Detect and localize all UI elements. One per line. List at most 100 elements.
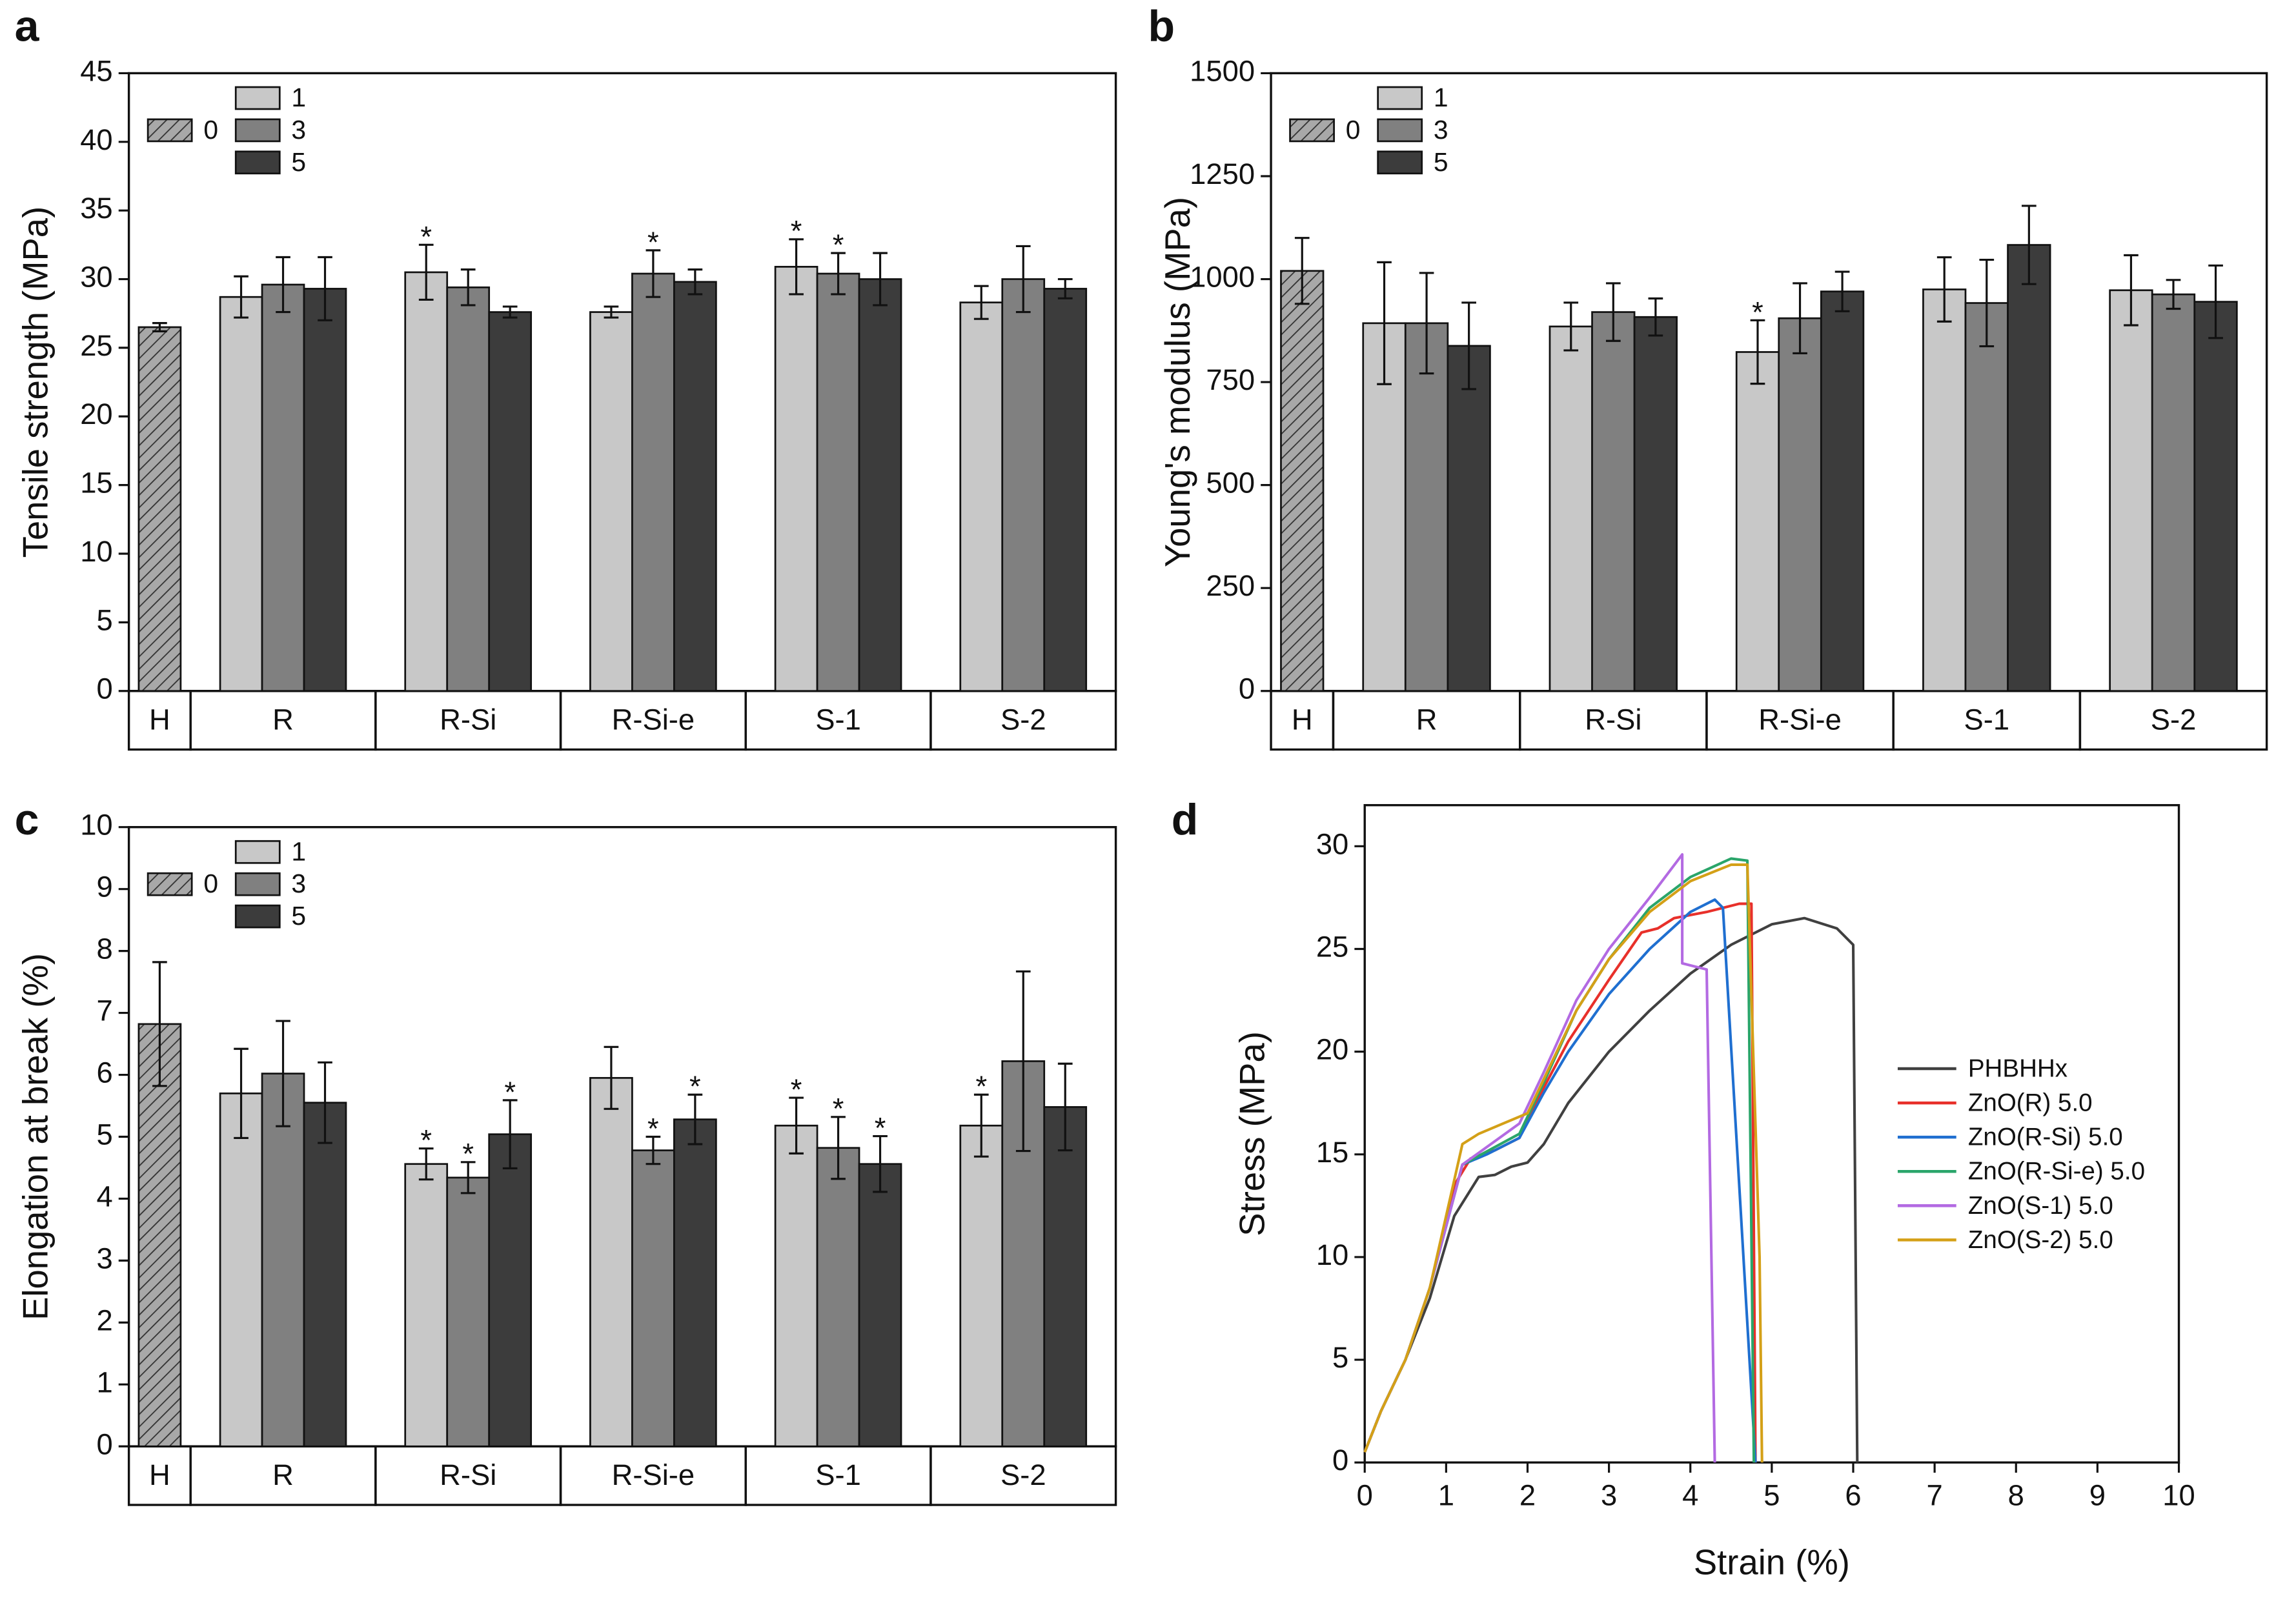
y-axis-title: Tensile strength (MPa): [15, 207, 55, 558]
legend-label: 1: [1434, 83, 1448, 112]
legend-label: 3: [1434, 115, 1448, 145]
x-tick-label: S-1: [1964, 703, 2009, 736]
bar: [1404, 322, 1449, 692]
legend-label: 0: [203, 869, 218, 898]
legend-swatch: [147, 118, 193, 143]
bar: [774, 266, 818, 692]
bar: [1280, 270, 1325, 692]
y-tick-label: 2: [96, 1304, 112, 1336]
bar: [959, 1124, 1004, 1447]
significance-label: *: [647, 1112, 659, 1145]
bar: [303, 288, 347, 692]
legend-label: ZnO(R-Si) 5.0: [1968, 1124, 2123, 1151]
bar: [816, 1147, 860, 1447]
legend-label: 1: [291, 836, 306, 866]
bar: [1820, 290, 1865, 692]
legend-swatch: [234, 150, 281, 175]
x-tick-label: 5: [1763, 1479, 1780, 1512]
significance-label: *: [647, 226, 659, 259]
y-tick-label: 5: [96, 1118, 112, 1151]
significance-label: *: [420, 1124, 432, 1157]
y-tick-label: 10: [1316, 1238, 1348, 1271]
significance-label: *: [462, 1138, 474, 1171]
panel-label: c: [15, 795, 39, 844]
y-tick-label: 6: [96, 1056, 112, 1089]
legend-label: 0: [1346, 115, 1361, 145]
bar: [858, 1163, 902, 1447]
bar: [446, 286, 491, 692]
y-tick-label: 1: [96, 1366, 112, 1398]
legend-swatch: [1289, 118, 1335, 143]
panel-label: d: [1172, 795, 1199, 844]
legend-swatch: [234, 872, 281, 896]
y-tick-label: 15: [80, 467, 112, 499]
bar: [303, 1102, 347, 1447]
legend-swatch: [147, 872, 193, 896]
significance-label: *: [1752, 296, 1763, 328]
y-tick-label: 15: [1316, 1136, 1348, 1169]
bar: [1922, 288, 1967, 692]
bar: [1001, 278, 1046, 692]
bar: [858, 278, 902, 692]
x-tick-label: 2: [1519, 1479, 1536, 1512]
x-tick-label: R-Si: [440, 1458, 496, 1491]
bar: [816, 272, 860, 692]
legend-label: 3: [291, 869, 306, 898]
legend-swatch: [1377, 118, 1423, 143]
significance-label: *: [791, 1073, 802, 1106]
bar: [2109, 289, 2153, 692]
legend-label: 0: [203, 115, 218, 145]
x-tick-label: 1: [1438, 1479, 1454, 1512]
y-tick-label: 25: [80, 329, 112, 362]
x-tick-label: R-Si: [440, 703, 496, 736]
bar: [774, 1124, 818, 1447]
legend-label: 5: [291, 147, 306, 177]
legend-swatch: [1377, 86, 1423, 110]
bar: [2007, 244, 2051, 692]
y-tick-label: 30: [1316, 827, 1348, 860]
x-tick-label: 6: [1845, 1479, 1861, 1512]
y-axis-title: Elongation at break (%): [15, 953, 55, 1320]
y-tick-label: 8: [96, 933, 112, 965]
y-tick-label: 5: [96, 603, 112, 636]
bar: [404, 271, 449, 692]
bar: [488, 311, 533, 692]
legend-swatch: [1377, 150, 1423, 175]
x-axis-title: Strain (%): [1694, 1542, 1850, 1582]
y-tick-label: 10: [80, 535, 112, 568]
bar: [137, 1023, 182, 1447]
bar: [137, 326, 182, 692]
y-tick-label: 5: [1332, 1341, 1348, 1374]
significance-label: *: [420, 220, 432, 253]
bar: [631, 1149, 675, 1447]
significance-label: *: [833, 228, 844, 261]
legend-swatch: [234, 86, 281, 110]
bar: [673, 281, 717, 692]
bar: [589, 311, 633, 692]
y-axis-title: Stress (MPa): [1232, 1031, 1272, 1236]
x-tick-label: 0: [1357, 1479, 1373, 1512]
significance-label: *: [975, 1070, 987, 1103]
x-tick-label: R-Si-e: [1758, 703, 1842, 736]
legend-label: ZnO(R) 5.0: [1968, 1089, 2093, 1117]
legend-label: ZnO(S-2) 5.0: [1968, 1226, 2113, 1254]
y-tick-label: 0: [1239, 672, 1255, 705]
x-tick-label: R: [272, 1458, 294, 1491]
legend-label: 5: [291, 901, 306, 931]
y-tick-label: 3: [96, 1242, 112, 1275]
bar: [589, 1076, 633, 1447]
legend-label: 5: [1434, 147, 1448, 177]
y-tick-label: 0: [96, 1427, 112, 1460]
x-tick-label: S-2: [1001, 1458, 1046, 1491]
x-tick-label: S-1: [815, 703, 861, 736]
bar: [959, 301, 1004, 692]
bar: [261, 283, 305, 692]
bar: [631, 272, 675, 692]
legend-label: PHBHHx: [1968, 1054, 2067, 1082]
panel-label: a: [15, 1, 40, 50]
y-tick-label: 4: [96, 1180, 112, 1213]
line-series: [1363, 857, 1756, 1463]
line-series: [1363, 902, 1757, 1463]
x-tick-label: 9: [2089, 1479, 2106, 1512]
significance-label: *: [689, 1070, 701, 1103]
